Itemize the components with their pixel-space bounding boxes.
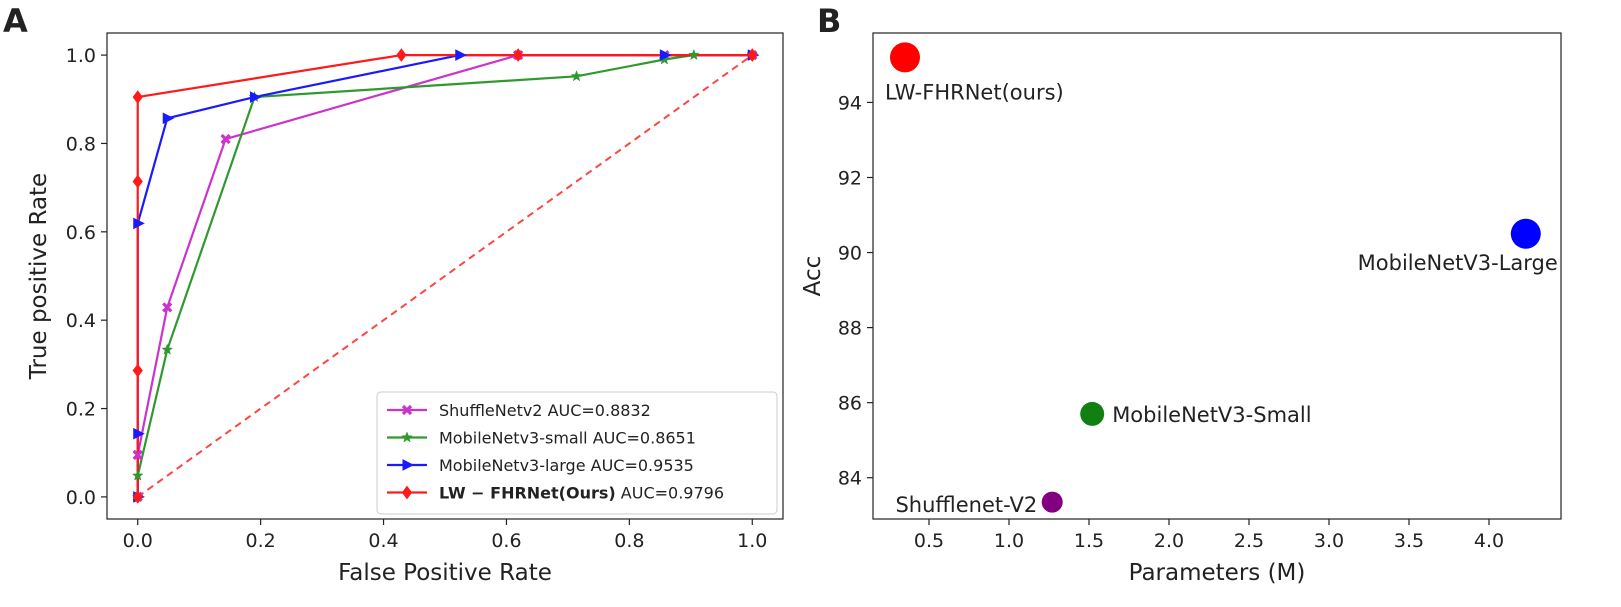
- scatter-y-tick-label: 90: [838, 243, 862, 265]
- scatter-x-axis-label: Parameters (M): [1129, 560, 1306, 586]
- roc-legend: ShuffleNetv2 AUC=0.8832 MobileNetv3-small…: [376, 391, 778, 515]
- scatter-point-lw-fhrnet-ours: [890, 42, 920, 73]
- roc-x-tick-label: 0.8: [614, 530, 644, 552]
- roc-x-tick-label: 0.0: [123, 530, 153, 552]
- legend-swatch-marker: [402, 459, 415, 471]
- panel-label-a: A: [3, 2, 28, 40]
- roc-x-axis-label: False Positive Rate: [338, 560, 552, 586]
- roc-chart: A 0.0 0.2 0.4 0.6 0.8 1.0 0.00.20.40.60.81.0 …: [3, 2, 784, 586]
- panel-label-b: B: [817, 2, 841, 40]
- scatter-point-shufflenet-v2: [1041, 491, 1063, 513]
- legend-swatch-marker: [401, 431, 413, 443]
- roc-y-tick-label: 0.4: [66, 310, 96, 332]
- scatter-x-tick-label: 4.0: [1474, 530, 1504, 552]
- scatter-point-mobilenetv3-small: [1080, 401, 1105, 426]
- legend-entry-auc: AUC=0.9535: [586, 456, 694, 475]
- scatter-x-tick-label: 3.0: [1314, 530, 1344, 552]
- scatter-label-shufflenet-v2: Shufflenet-V2: [895, 493, 1037, 517]
- roc-x-tick-label: 1.0: [737, 530, 767, 552]
- scatter-x-tick-label: 2.5: [1234, 530, 1264, 552]
- scatter-y-tick-label: 86: [838, 393, 862, 415]
- legend-entry-auc: AUC=0.8832: [542, 401, 650, 420]
- scatter-x-tick-label: 1.5: [1074, 530, 1104, 552]
- legend-entry-name: MobileNetv3-small: [439, 429, 588, 448]
- roc-y-axis-label: True positive Rate: [26, 173, 52, 380]
- scatter-y-tick-label: 88: [838, 318, 862, 340]
- roc-point-lw-fhrnet-ours: [513, 48, 524, 62]
- chance-diagonal-line: [137, 54, 753, 498]
- scatter-x-tick-label: 2.0: [1154, 530, 1184, 552]
- roc-point-lw-fhrnet-ours: [132, 363, 143, 378]
- roc-y-tick-label: 0.8: [66, 133, 96, 155]
- roc-point-mobilenetv3-small: [131, 469, 144, 481]
- roc-point-shufflenetv2: [220, 133, 231, 145]
- roc-y-tick-label: 1.0: [66, 45, 96, 67]
- legend-entry-name: ShuffleNetv2: [439, 401, 542, 420]
- scatter-x-tick-label: 0.5: [914, 530, 944, 552]
- roc-point-lw-fhrnet-ours: [132, 174, 143, 189]
- legend-entry-lw-fhrnet-ours: LW − FHRNet(Ours) AUC=0.9796: [439, 484, 724, 503]
- legend-entry-auc: AUC=0.9796: [616, 484, 724, 503]
- roc-y-tick-label: 0.2: [66, 399, 96, 421]
- roc-y-tick-label: 0.6: [66, 222, 96, 244]
- legend-swatch-marker: [401, 485, 413, 500]
- roc-point-lw-fhrnet-ours: [132, 490, 143, 504]
- roc-x-tick-label: 0.2: [246, 530, 276, 552]
- roc-point-shufflenetv2: [162, 302, 173, 313]
- roc-point-lw-fhrnet-ours: [396, 48, 407, 62]
- legend-entry-mobilenetv3-small: MobileNetv3-small AUC=0.8651: [439, 429, 696, 448]
- legend-entry-name: LW − FHRNet(Ours): [439, 484, 616, 503]
- roc-point-mobilenetv3-small: [570, 70, 583, 82]
- roc-point-mobilenetv3-large: [162, 112, 175, 125]
- scatter-plot-frame: [872, 32, 1562, 520]
- scatter-y-tick-label: 84: [838, 468, 862, 490]
- roc-plot-frame: [106, 32, 784, 520]
- scatter-y-tick-label: 94: [838, 92, 862, 114]
- legend-entry-auc: AUC=0.8651: [588, 429, 696, 448]
- accuracy-params-chart: B 0.5 1.0 1.5 2.0 2.5 3.0 3.5 4.0 848688909294 …: [800, 2, 1562, 586]
- roc-point-mobilenetv3-small: [161, 343, 174, 355]
- roc-y-tick-label: 0.0: [66, 487, 96, 509]
- roc-point-lw-fhrnet-ours: [132, 90, 143, 104]
- roc-point-mobilenetv3-large: [659, 49, 672, 61]
- legend-entry-mobilenetv3-large: MobileNetv3-large AUC=0.9535: [439, 456, 694, 475]
- roc-point-mobilenetv3-small: [687, 48, 700, 61]
- legend-entry-shufflenetv2: ShuffleNetv2 AUC=0.8832: [439, 401, 651, 420]
- roc-point-mobilenetv3-large: [133, 427, 145, 440]
- roc-point-lw-fhrnet-ours: [747, 48, 758, 62]
- roc-point-mobilenetv3-large: [455, 49, 467, 61]
- roc-x-tick-label: 0.4: [368, 530, 398, 552]
- roc-legend-box: [376, 391, 778, 515]
- legend-swatch-marker: [401, 404, 413, 416]
- scatter-label-lw-fhrnet-ours: LW-FHRNet(ours): [885, 80, 1064, 104]
- roc-point-mobilenetv3-large: [133, 217, 145, 230]
- legend-entry-name: MobileNetv3-large: [439, 456, 586, 475]
- scatter-x-tick-label: 1.0: [994, 530, 1024, 552]
- scatter-y-axis-label: Acc: [800, 256, 826, 297]
- scatter-label-mobilenetv3-large: MobileNetV3-Large: [1358, 251, 1558, 275]
- roc-point-mobilenetv3-large: [249, 91, 262, 103]
- roc-x-tick-label: 0.6: [491, 530, 521, 552]
- scatter-x-tick-label: 3.5: [1394, 530, 1424, 552]
- roc-point-shufflenetv2: [132, 449, 143, 461]
- scatter-point-mobilenetv3-large: [1510, 218, 1541, 249]
- scatter-y-tick-label: 92: [838, 167, 862, 189]
- scatter-label-mobilenetv3-small: MobileNetV3-Small: [1112, 403, 1311, 427]
